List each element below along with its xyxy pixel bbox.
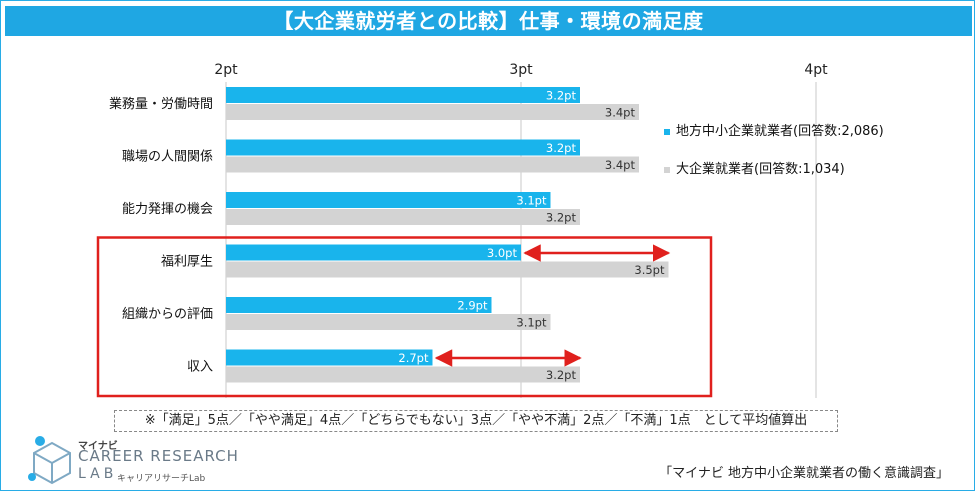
logo-lab: LAB [78, 466, 118, 482]
career-research-lab-logo-icon [28, 436, 71, 485]
bar-large [226, 261, 669, 278]
data-label: 3.2pt [546, 89, 577, 103]
chart-title: 【大企業就労者との比較】仕事・環境の満足度 [5, 6, 972, 36]
category-label: 業務量・労働時間 [109, 96, 213, 112]
logo-main: CAREER RESEARCH [78, 447, 239, 465]
data-label: 2.9pt [457, 299, 488, 313]
logo-sub: マイナビ [78, 441, 118, 452]
bar-regional [226, 297, 492, 313]
category-label: 収入 [187, 360, 213, 375]
category-label: 福利厚生 [161, 255, 213, 270]
data-label: 3.4pt [605, 106, 636, 120]
x-tick-label: 3pt [509, 62, 533, 78]
x-tick-label: 4pt [804, 62, 828, 78]
data-label: 3.2pt [546, 141, 577, 155]
logo-kana: キャリアリサーチLab [117, 474, 206, 484]
highlight-box [96, 236, 713, 398]
data-label: 3.2pt [546, 368, 577, 382]
data-label: 3.2pt [546, 211, 577, 225]
bar-regional [226, 192, 551, 208]
category-label: 能力発揮の機会 [122, 202, 213, 217]
bar-large [226, 156, 639, 173]
data-label: 3.5pt [634, 263, 665, 277]
bar-large [226, 366, 580, 383]
legend-label: 地方中小企業就業者(回答数:2,086) [676, 123, 884, 139]
x-tick-label: 2pt [214, 62, 238, 78]
bar-large [226, 314, 551, 330]
data-label: 3.1pt [516, 316, 547, 330]
scoring-note: ※「満足」5点／「やや満足」4点／「どちらでもない」3点／「やや不満」2点／「不… [114, 410, 838, 432]
bar-regional [226, 139, 580, 156]
data-label: 2.7pt [398, 351, 429, 365]
bar-regional [226, 349, 433, 366]
legend-label: 大企業就業者(回答数:1,034) [676, 161, 845, 177]
bar-large [226, 209, 580, 225]
bar-large [226, 104, 639, 120]
category-label: 組織からの評価 [122, 307, 213, 322]
bar-regional [226, 244, 521, 261]
data-label: 3.4pt [605, 158, 636, 172]
bar-regional [226, 87, 580, 103]
source-citation: 「マイナビ 地方中小企業就業者の働く意識調査」 [659, 466, 949, 481]
data-label: 3.1pt [516, 194, 547, 208]
data-label: 3.0pt [487, 246, 518, 260]
category-label: 職場の人間関係 [122, 150, 213, 165]
legend-marker [664, 167, 670, 173]
legend-marker [664, 129, 670, 135]
